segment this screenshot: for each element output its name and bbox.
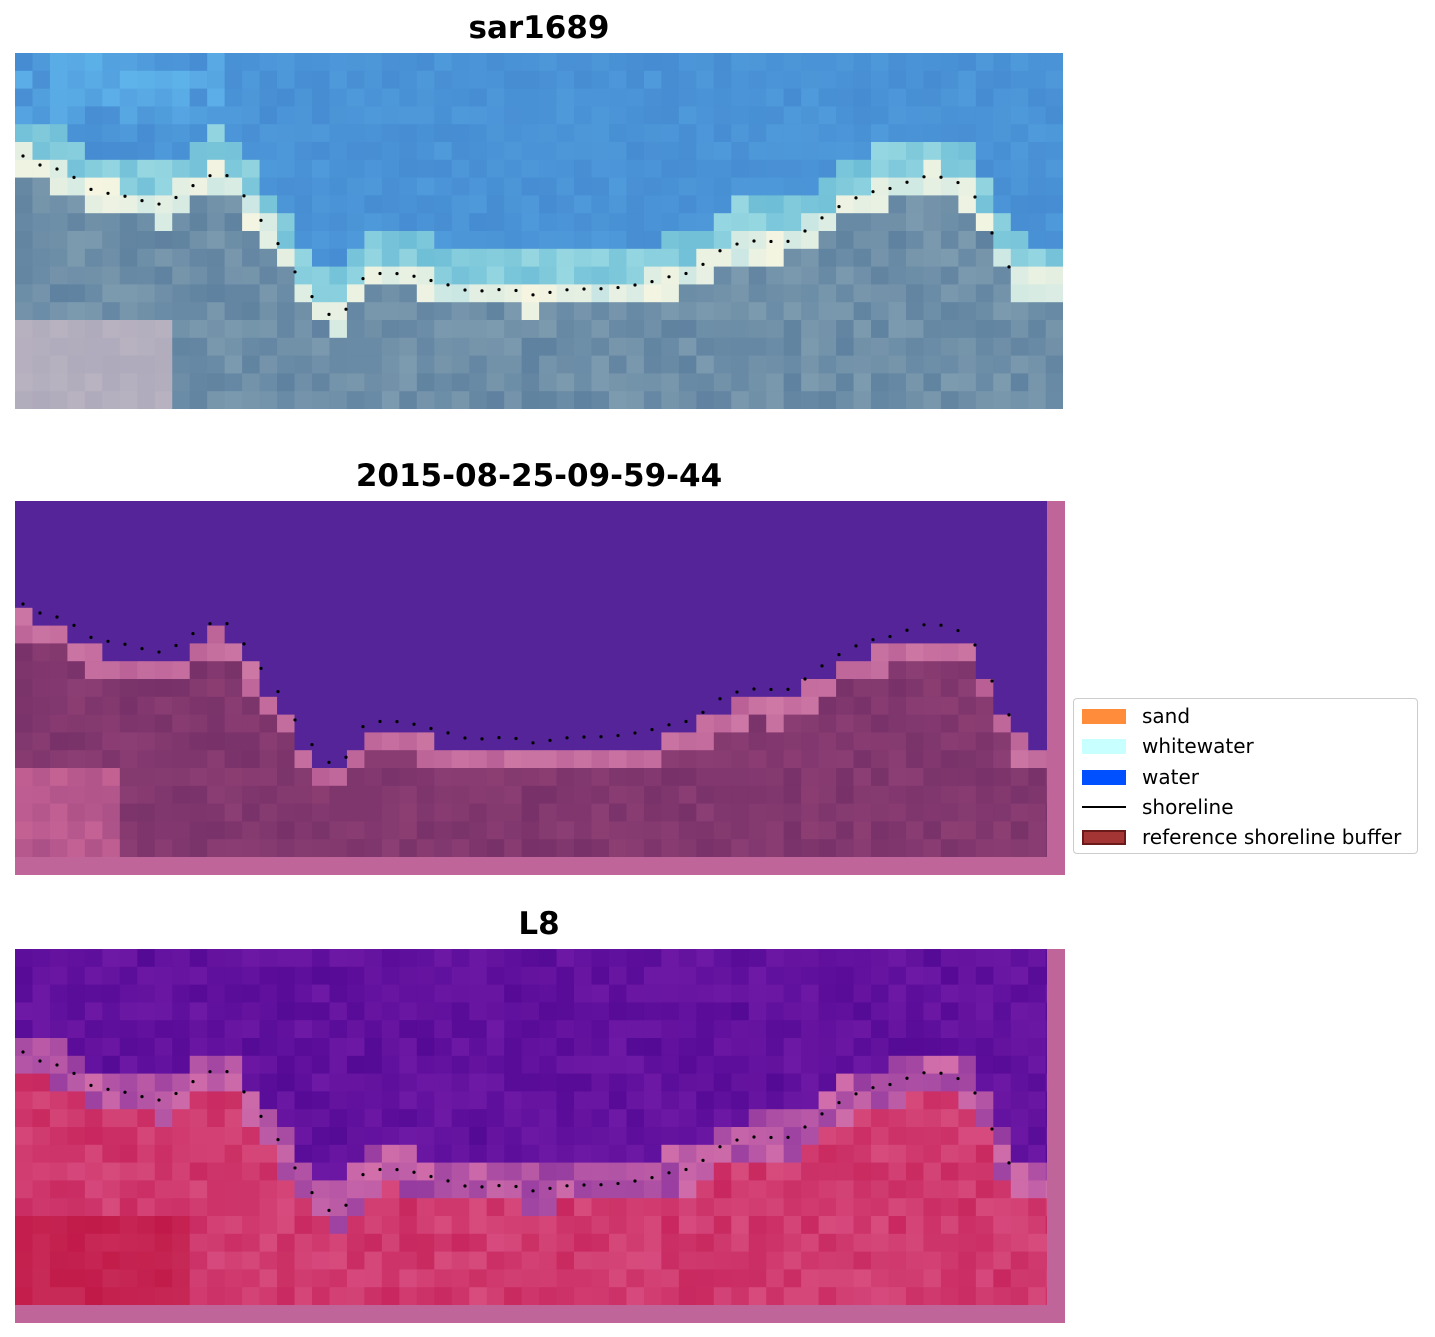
- panel-title-classified: 2015-08-25-09-59-44: [355, 458, 723, 494]
- shoreline-line-swatch: [1082, 806, 1126, 808]
- rgb-image-panel: [15, 53, 1063, 409]
- index-pixels: [15, 949, 1064, 1306]
- legend-label-whitewater: whitewater: [1142, 734, 1254, 758]
- buffer-edge-bottom: [15, 857, 1065, 875]
- shoreline-dots: [21, 602, 1011, 764]
- classified-image: [15, 501, 1065, 875]
- index-image-panel: [15, 949, 1065, 1323]
- legend-label-shoreline: shoreline: [1142, 795, 1234, 819]
- classified-image-panel: [15, 501, 1065, 875]
- panel-title-rgb: sar1689: [468, 10, 610, 46]
- index-image: [15, 949, 1065, 1323]
- legend-label-reference-buffer: reference shoreline buffer: [1142, 825, 1402, 849]
- shoreline-dots: [21, 154, 1011, 316]
- buffer-edge-right: [1047, 949, 1065, 1323]
- panel-title-index: L8: [518, 906, 560, 942]
- water-swatch: [1082, 770, 1126, 785]
- rgb-pixels: [15, 53, 1063, 409]
- sand-swatch: [1082, 709, 1126, 724]
- buffer-edge-right: [1047, 501, 1065, 875]
- whitewater-swatch: [1082, 739, 1126, 754]
- legend-label-sand: sand: [1142, 704, 1191, 728]
- reference-buffer-swatch: [1082, 830, 1126, 845]
- class-pixels: [15, 501, 1064, 858]
- legend: sand whitewater water shoreline referenc…: [1073, 698, 1418, 854]
- legend-label-water: water: [1142, 765, 1199, 789]
- shoreline-dots: [21, 1050, 1011, 1212]
- buffer-edge-bottom: [15, 1305, 1065, 1323]
- rgb-image: [15, 53, 1063, 409]
